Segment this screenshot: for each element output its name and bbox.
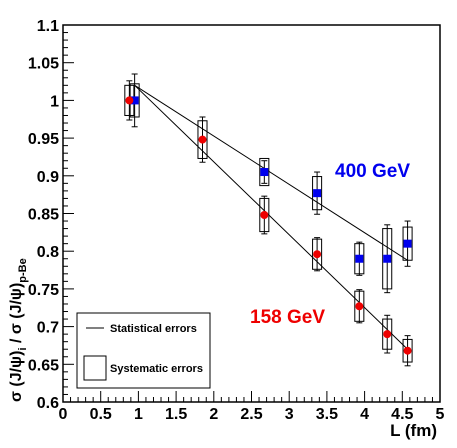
y-axis-title-mid: / σ (J/ψ) [8,283,25,348]
x-tick-label: 4.5 [391,406,413,423]
x-tick-label: 1.5 [165,406,187,423]
x-axis-title: L (fm) [390,421,437,440]
y-tick-label: 1.1 [37,18,59,35]
legend-stat-label: Statistical errors [110,323,197,335]
y-tick-label: 0.85 [28,207,59,224]
y-axis-title-main: σ (J/ψ) [8,351,25,402]
x-tick-label: 4 [360,406,369,423]
series-label-158gev: 158 GeV [250,307,325,328]
y-axis-title: σ (J/ψ)i / σ (J/ψ)p-Be [8,258,29,402]
y-tick-label: 0.95 [28,131,59,148]
y-tick-label: 0.65 [28,357,59,374]
marker-square-s0-p0 [130,96,139,105]
y-tick-label: 0.75 [28,282,59,299]
x-tick-label: 3.5 [316,406,338,423]
marker-square-s0-p4 [383,254,392,263]
legend-sys-box [83,355,107,381]
x-tick-label: 0.5 [90,406,112,423]
marker-square-s0-p5 [403,239,412,248]
y-axis-title-sub-i: i [17,347,29,350]
legend: Statistical errors Systematic errors [76,312,211,389]
x-tick-label: 2 [209,406,218,423]
series-label-400gev: 400 GeV [335,161,410,182]
x-tick-label: 3 [285,406,294,423]
y-tick-label: 1.05 [28,56,59,73]
y-tick-label: 1 [50,93,59,110]
marker-circle-s1-p5 [383,330,392,339]
y-tick-label: 0.7 [37,320,59,337]
y-tick-label: 0.6 [37,395,59,412]
sys-box-s0-p1 [259,157,270,187]
marker-circle-s1-p2 [260,211,269,220]
legend-sys-label: Systematic errors [110,363,203,375]
x-tick-label: 2.5 [240,406,262,423]
tick-labels: 0 0.5 1 1.5 2 2.5 3 3.5 4 4.5 5 0.6 0.65 0.7 0.75 0.8 0.… [28,18,445,423]
marker-circle-s1-p1 [198,135,207,144]
x-tick-label: 5 [436,406,445,423]
marker-circle-s1-p0 [125,96,134,105]
marker-circle-s1-p6 [403,346,412,355]
x-tick-label: 0 [59,406,68,423]
axis-ticks [62,24,441,403]
marker-circle-s1-p4 [355,302,364,311]
marker-circle-s1-p3 [313,250,322,259]
y-axis-title-sub-ref: p-Be [17,258,29,282]
marker-square-s0-p3 [355,254,364,263]
x-tick-label: 1 [134,406,143,423]
data-markers [125,96,412,355]
marker-square-s0-p2 [313,189,322,198]
fit-line-0 [134,84,408,261]
legend-frame [76,312,211,389]
y-tick-label: 0.9 [37,169,59,186]
y-tick-label: 0.8 [37,244,59,261]
marker-square-s0-p1 [260,168,269,177]
